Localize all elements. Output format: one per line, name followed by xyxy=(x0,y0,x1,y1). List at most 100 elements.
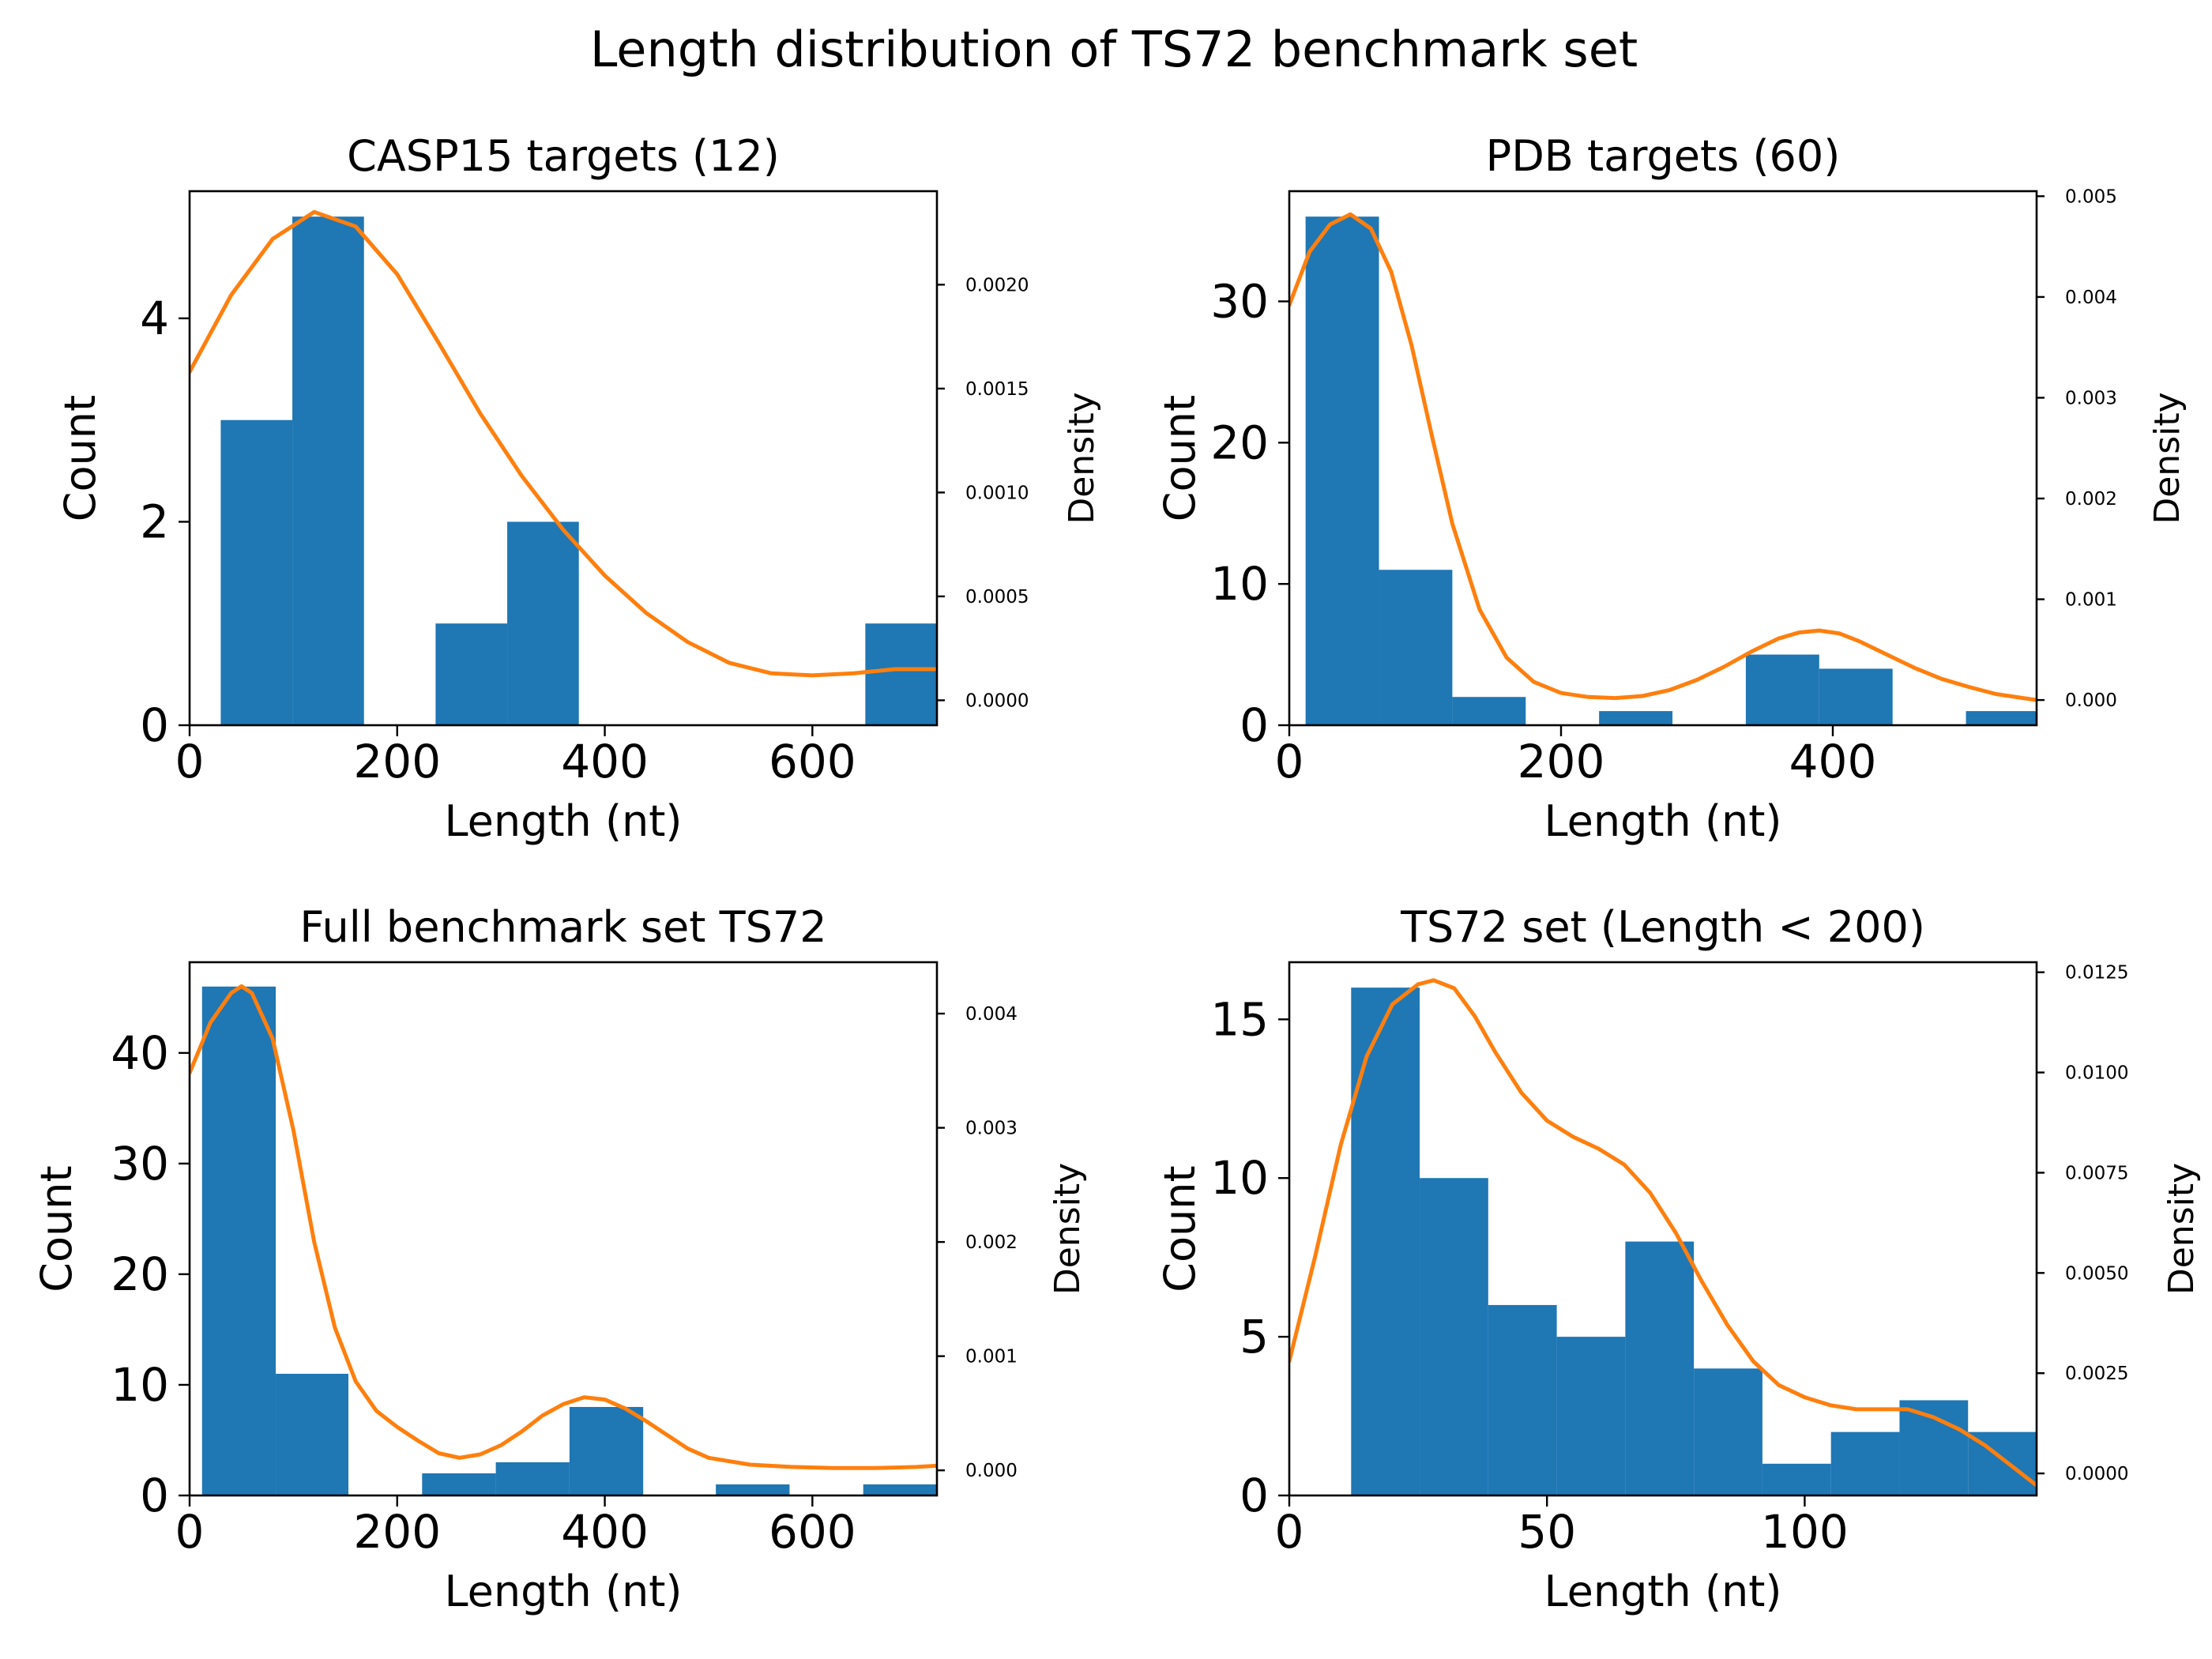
panel-3-ytick-label: 40 xyxy=(111,1026,169,1080)
panel-3-bar-5 xyxy=(569,1406,644,1495)
panel-3-y2tick-label: 0.004 xyxy=(965,1004,1018,1025)
panel-1-title: CASP15 targets (12) xyxy=(347,131,780,181)
panel-4-bar-2 xyxy=(1488,1304,1557,1495)
panel-3-title: Full benchmark set TS72 xyxy=(299,902,826,952)
panel-2-bar-2 xyxy=(1452,697,1526,725)
panel-2-y2tick-label: 0.000 xyxy=(2065,690,2117,711)
panel-2-y2label: Density xyxy=(2147,392,2188,524)
panel-2-y2tick-label: 0.005 xyxy=(2065,186,2117,207)
panel-1-y2tick-label: 0.0015 xyxy=(965,379,1029,400)
panel-2: 0 200 400 0 10 20 30 0.000 0.001 0.002 0.003 0.004 0… xyxy=(1155,131,2188,846)
panel-4-y2tick-label: 0.0000 xyxy=(2065,1464,2128,1484)
panel-2-y2tick-label: 0.002 xyxy=(2065,489,2117,510)
panel-4-bar-8 xyxy=(1899,1400,1969,1495)
panel-2-bar-6 xyxy=(1745,654,1819,725)
panel-2-bar-9 xyxy=(1966,711,2037,725)
panel-3-ylabel: Count xyxy=(32,1165,81,1292)
panel-3-ytick-label: 20 xyxy=(111,1247,169,1301)
panel-2-xlabel: Length (nt) xyxy=(1544,796,1782,846)
panel-1-bar-4 xyxy=(507,521,579,725)
panel-1-y2tick-label: 0.0000 xyxy=(965,690,1029,711)
panel-4-bar-6 xyxy=(1762,1463,1831,1495)
panel-2-bar-0 xyxy=(1305,216,1379,725)
panel-1-ytick-label: 0 xyxy=(140,698,169,752)
panel-2-bars xyxy=(1305,216,2037,725)
panel-1: 0 200 400 600 0 2 4 0.0000 0.0005 0.0010 0.0015 0.0… xyxy=(55,131,1102,846)
panel-3-ytick-label: 10 xyxy=(111,1358,169,1412)
panel-3-xtick-label: 600 xyxy=(769,1505,856,1559)
panel-1-density-line xyxy=(190,209,937,678)
panel-3-xtick-label: 0 xyxy=(175,1505,205,1559)
panel-2-frame xyxy=(1288,190,2038,727)
panel-3-bar-3 xyxy=(422,1473,496,1495)
panel-3-density-line xyxy=(190,984,937,1470)
panel-4-y2label: Density xyxy=(2161,1163,2202,1295)
panel-3-ytick-label: 0 xyxy=(140,1469,169,1522)
panel-4: 0 50 100 0 5 10 15 0.0000 0.0025 0.0050 0.0075 0.01… xyxy=(1155,902,2202,1616)
panel-4-bar-7 xyxy=(1830,1431,1900,1495)
panel-1-bar-3 xyxy=(435,623,508,725)
panel-4-bar-4 xyxy=(1625,1241,1695,1495)
panel-3-bar-4 xyxy=(495,1462,570,1495)
panel-4-y2tick-label: 0.0075 xyxy=(2065,1163,2128,1183)
panel-4-y2tick-label: 0.0025 xyxy=(2065,1364,2128,1384)
panel-4-ytick-label: 10 xyxy=(1210,1151,1269,1205)
panel-1-y2label: Density xyxy=(1062,392,1102,524)
panel-4-xtick-label: 100 xyxy=(1761,1505,1849,1559)
panel-2-ytick-label: 0 xyxy=(1240,698,1269,752)
panel-2-y2tick-label: 0.003 xyxy=(2065,388,2117,408)
panel-2-xtick-label: 0 xyxy=(1275,735,1304,788)
panel-2-ytick-label: 30 xyxy=(1210,274,1269,328)
panel-3-bar-0 xyxy=(201,986,276,1495)
panel-3: 0 200 400 600 0 10 20 30 40 0.000 0.001 0.002 0.003 0… xyxy=(32,902,1088,1616)
panel-1-ylabel: Count xyxy=(55,395,105,521)
panel-1-bars xyxy=(220,216,937,725)
panel-2-ytick-label: 20 xyxy=(1210,416,1269,469)
panel-1-xtick-label: 0 xyxy=(175,735,205,788)
panel-1-frame xyxy=(188,190,939,727)
panel-1-xtick-label: 600 xyxy=(769,735,856,788)
panel-2-xtick-label: 200 xyxy=(1518,735,1605,788)
panel-2-bar-4 xyxy=(1599,711,1673,725)
panel-3-bar-7 xyxy=(716,1484,790,1495)
panel-3-y2label: Density xyxy=(1048,1163,1088,1295)
panel-2-xtick-label: 400 xyxy=(1789,735,1877,788)
panel-1-xlabel: Length (nt) xyxy=(445,796,683,846)
panel-4-bar-0 xyxy=(1351,988,1420,1495)
panel-3-xtick-label: 200 xyxy=(353,1505,441,1559)
panel-1-y2tick-label: 0.0005 xyxy=(965,587,1029,608)
panel-3-ytick-label: 30 xyxy=(111,1137,169,1191)
panel-3-y2tick-label: 0.000 xyxy=(965,1461,1018,1481)
panel-4-ytick-label: 15 xyxy=(1210,992,1269,1046)
panel-4-xlabel: Length (nt) xyxy=(1544,1567,1782,1616)
panel-3-bars xyxy=(201,986,937,1495)
panel-1-bar-0 xyxy=(220,419,293,725)
panel-3-y2tick-label: 0.002 xyxy=(965,1232,1018,1253)
panel-1-xtick-label: 200 xyxy=(353,735,441,788)
panel-3-bar-1 xyxy=(276,1373,349,1495)
panel-3-bar-9 xyxy=(863,1484,937,1495)
panel-2-ytick-label: 10 xyxy=(1210,557,1269,611)
panel-2-bar-7 xyxy=(1819,668,1893,725)
panel-4-title: TS72 set (Length < 200) xyxy=(1400,902,1925,952)
panel-4-frame xyxy=(1288,961,2038,1497)
panel-2-y2tick-label: 0.004 xyxy=(2065,288,2117,308)
panel-1-ytick-label: 2 xyxy=(140,495,169,548)
panel-4-ytick-label: 5 xyxy=(1240,1310,1269,1364)
panel-4-bar-1 xyxy=(1420,1178,1488,1495)
panel-1-y2tick-label: 0.0020 xyxy=(965,275,1029,295)
panel-1-xtick-label: 400 xyxy=(561,735,649,788)
panel-2-y2tick-label: 0.001 xyxy=(2065,590,2117,611)
panel-2-density-line xyxy=(1289,212,2037,702)
panel-3-frame xyxy=(188,961,939,1497)
panel-2-bar-1 xyxy=(1379,570,1453,725)
panel-2-title: PDB targets (60) xyxy=(1486,131,1841,181)
panel-3-y2tick-label: 0.001 xyxy=(965,1347,1018,1367)
panel-3-y2tick-label: 0.003 xyxy=(965,1119,1018,1139)
panel-4-xtick-label: 0 xyxy=(1275,1505,1304,1559)
panel-4-density-line xyxy=(1289,978,2037,1488)
panel-4-y2tick-label: 0.0100 xyxy=(2065,1063,2128,1084)
panel-4-y2tick-label: 0.0125 xyxy=(2065,963,2128,984)
panel-4-ylabel: Count xyxy=(1155,1165,1205,1292)
panel-4-bar-5 xyxy=(1694,1368,1762,1495)
